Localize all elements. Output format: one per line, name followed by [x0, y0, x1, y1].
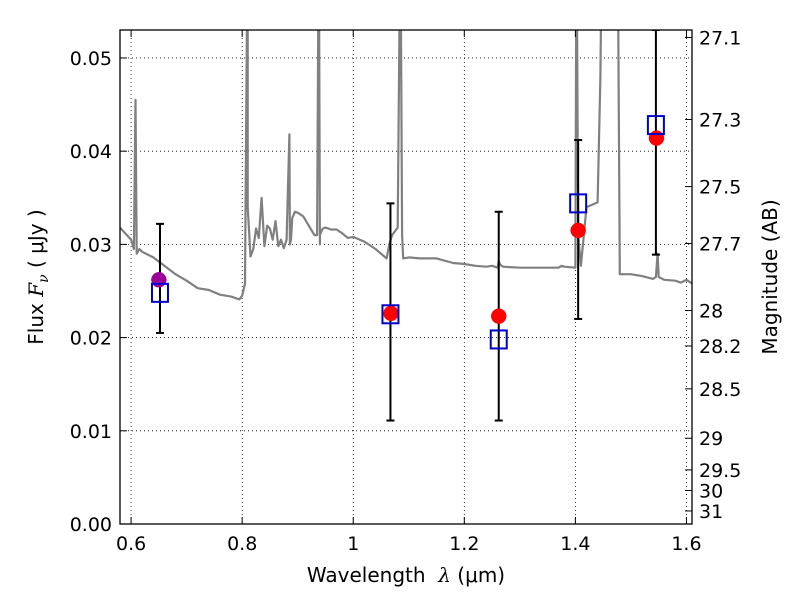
plot-area [120, 30, 692, 422]
y2-tick-label: 28.5 [699, 379, 741, 401]
y2-tick-label: 30 [699, 480, 723, 502]
y2-axis-title: Magnitude (AB) [758, 199, 782, 354]
model-square [646, 115, 665, 136]
x-tick-label: 0.6 [116, 533, 146, 555]
y-axis: 0.00 0.01 0.02 0.03 0.04 0.05 [70, 48, 127, 536]
spectrum-line [120, 30, 692, 301]
y-tick-label: 0.04 [70, 141, 112, 163]
y-tick-label: 0.03 [70, 234, 112, 256]
plot-frame [119, 29, 693, 525]
x-axis: 0.6 0.8 1 1.2 1.4 1.6 [116, 30, 702, 555]
data-point [383, 305, 399, 322]
model-square [569, 193, 588, 214]
y2-tick-label: 27.3 [699, 109, 741, 131]
y-tick-label: 0.05 [70, 48, 112, 70]
y2-tick-label: 31 [699, 501, 723, 523]
data-point [490, 308, 507, 324]
y2-tick-label: 28.2 [699, 336, 741, 358]
y-tick-label: 0.02 [70, 328, 112, 350]
y2-tick-label: 29.5 [699, 460, 741, 482]
grid-lines [120, 30, 692, 525]
data-point [151, 272, 167, 288]
x-tick-label: 1 [347, 533, 359, 555]
y-tick-label: 0.00 [70, 514, 112, 536]
model-square [150, 282, 169, 303]
x-tick-label: 0.8 [227, 533, 257, 555]
data-point [570, 222, 586, 239]
model-square [489, 329, 508, 350]
y2-tick-label: 29 [699, 428, 723, 450]
y-tick-label: 0.01 [70, 421, 112, 443]
x-tick-label: 1.2 [449, 533, 479, 555]
y-axis-title: Flux Fν ( μJy ) [24, 209, 52, 344]
x-tick-label: 1.6 [671, 533, 701, 555]
model-square [381, 304, 400, 325]
y2-tick-label: 28 [699, 301, 723, 323]
x-axis-title: Wavelength λ (μm) [307, 563, 505, 587]
y2-tick-label: 27.1 [699, 27, 741, 49]
data-point [648, 130, 665, 146]
y2-tick-label: 27.7 [699, 233, 741, 255]
x-tick-label: 1.4 [560, 533, 590, 555]
y2-tick-label: 27.5 [699, 177, 741, 199]
